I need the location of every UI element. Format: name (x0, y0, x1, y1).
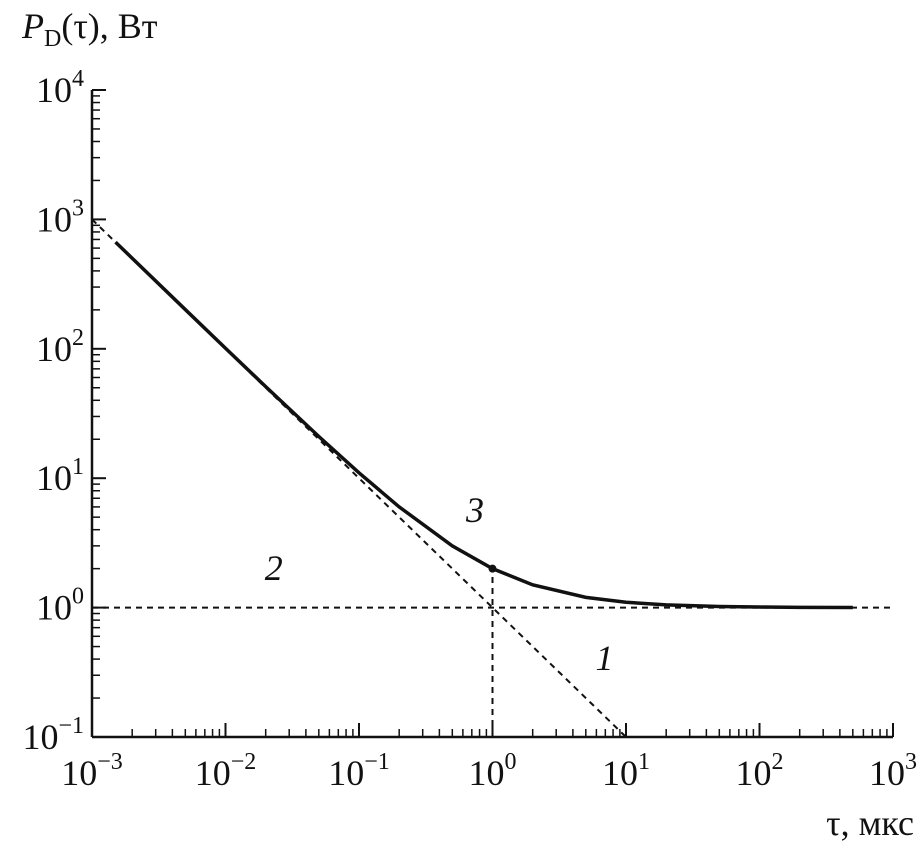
x-tick-label-base: 10 (469, 753, 505, 793)
y-tick-label-exp: 0 (72, 584, 84, 610)
y-tick-label-exp: 2 (72, 325, 84, 351)
x-tick-label-base: 10 (736, 753, 772, 793)
y-label-rest: (τ), Вт (61, 6, 157, 46)
x-tick-label-base: 10 (61, 753, 97, 793)
x-tick-label: 100 (469, 749, 517, 793)
y-axis-label: PD(τ), Вт (21, 6, 158, 52)
x-tick-label-base: 10 (195, 753, 231, 793)
x-tick-label-exp: 0 (505, 749, 517, 775)
x-tick-label: 10−2 (195, 749, 257, 793)
curve (114, 240, 853, 610)
y-tick-label: 101 (36, 454, 84, 498)
x-tick-label-exp: −3 (97, 749, 123, 775)
y-label-sub: D (44, 26, 61, 52)
dashed-line (91, 218, 627, 738)
y-tick-label-base: 10 (22, 717, 58, 757)
y-tick-label-exp: 4 (72, 66, 84, 92)
y-tick-label-exp: 1 (72, 454, 84, 480)
x-tick-label-base: 10 (602, 753, 638, 793)
annotation: 2 (265, 548, 283, 588)
y-tick-label-exp: 3 (72, 195, 84, 221)
x-axis-label: τ, мкс (826, 803, 914, 843)
x-tick-label: 101 (602, 749, 650, 793)
x-tick-label-base: 10 (869, 753, 905, 793)
y-tick-label-base: 10 (36, 329, 72, 369)
y-tick-label-base: 10 (36, 199, 72, 239)
x-tick-label: 102 (736, 749, 784, 793)
point (488, 564, 497, 573)
x-tick-label: 103 (869, 749, 917, 793)
y-tick-label: 104 (36, 66, 84, 110)
x-tick-label: 10−1 (328, 749, 390, 793)
x-tick-label-exp: −2 (231, 749, 257, 775)
annotation: 1 (595, 638, 613, 678)
x-tick-label-exp: 3 (905, 749, 917, 775)
y-tick-label-exp: −1 (58, 713, 84, 739)
x-tick-label-exp: 1 (638, 749, 650, 775)
y-tick-label: 102 (36, 325, 84, 369)
y-tick-label: 10−1 (22, 713, 84, 757)
y-label-main: P (21, 6, 44, 46)
x-tick-label-exp: 2 (772, 749, 784, 775)
x-tick-label-exp: −1 (364, 749, 390, 775)
y-tick-label-base: 10 (36, 458, 72, 498)
annotation: 3 (465, 490, 484, 530)
x-tick-label-base: 10 (328, 753, 364, 793)
y-tick-label-base: 10 (36, 588, 72, 628)
x-tick-label: 10−3 (61, 749, 123, 793)
y-tick-label: 103 (36, 195, 84, 239)
y-tick-label-base: 10 (36, 70, 72, 110)
y-tick-label: 100 (36, 584, 84, 628)
